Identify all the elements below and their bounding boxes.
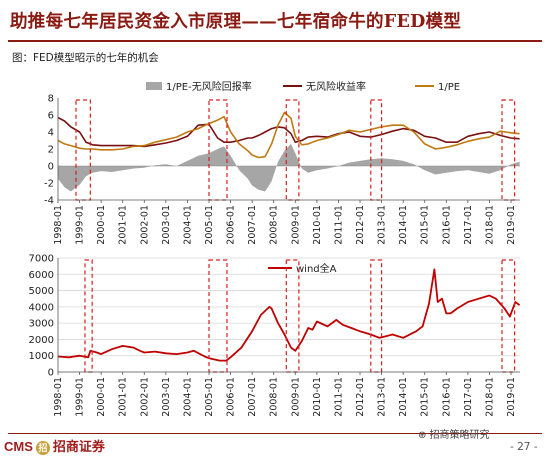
x-tick-label-9: 2007-01	[247, 205, 258, 245]
x-tick-label-12: 2010-01	[312, 377, 323, 417]
highlight-period-4	[501, 259, 516, 373]
y-tick-label-0: -4	[44, 196, 54, 207]
company-logo: CMS 招招商证券	[4, 436, 105, 455]
x-tick-label-0: 1998-01	[53, 205, 64, 245]
series-area-spread	[58, 143, 520, 192]
legend-label-pe: 1/PE	[438, 82, 460, 93]
x-tick-label-4: 2002-01	[139, 377, 150, 417]
x-tick-label-5: 2003-01	[161, 205, 172, 245]
x-tick-label-6: 2004-01	[182, 205, 193, 245]
x-tick-label-4: 2002-01	[139, 205, 150, 245]
x-tick-label-8: 2006-01	[226, 377, 237, 417]
highlight-period-1	[208, 259, 228, 373]
x-tick-label-5: 2003-01	[161, 377, 172, 417]
x-tick-label-3: 2001-01	[118, 205, 129, 245]
y-tick-label-7: 7000	[29, 254, 54, 265]
company-name: 招商证券	[52, 439, 105, 454]
bottom-chart-legend: wind全A	[268, 262, 337, 275]
legend-label-risk-free: 无风险收益率	[306, 80, 366, 93]
x-tick-label-13: 2011-01	[333, 377, 344, 417]
x-tick-label-2: 2000-01	[96, 205, 107, 245]
x-tick-label-14: 2012-01	[355, 205, 366, 245]
y-tick-label-6: 8	[48, 94, 54, 105]
x-tick-label-15: 2013-01	[377, 205, 388, 245]
legend-label-wind-a: wind全A	[296, 262, 337, 275]
x-tick-label-13: 2011-01	[333, 205, 344, 245]
x-tick-label-0: 1998-01	[53, 377, 64, 417]
x-tick-label-16: 2014-01	[398, 377, 409, 417]
page-title: 助推每七年居民资金入市原理——七年宿命牛的FED模型	[10, 12, 462, 32]
x-tick-label-19: 2017-01	[463, 377, 474, 417]
y-tick-label-4: 4000	[29, 302, 54, 313]
highlight-period-3	[370, 259, 383, 373]
x-tick-label-16: 2014-01	[398, 205, 409, 245]
wechat-watermark: ⊕ 招商策略研究	[418, 430, 490, 441]
highlight-period-2	[285, 99, 300, 201]
y-tick-label-0: 0	[48, 368, 54, 379]
title-divider	[8, 40, 542, 42]
x-tick-label-8: 2006-01	[226, 205, 237, 245]
x-tick-label-10: 2008-01	[269, 205, 280, 245]
wind-all-a-chart: wind全A 0 1000 2000 3000 4000 5000 6000 7000 1998…	[29, 254, 521, 417]
x-tick-label-6: 2004-01	[182, 377, 193, 417]
x-tick-label-1: 1999-01	[75, 377, 86, 417]
x-tick-label-17: 2015-01	[420, 377, 431, 417]
x-tick-label-14: 2012-01	[355, 377, 366, 417]
y-tick-label-1: -2	[44, 179, 54, 190]
series-line-0	[57, 268, 521, 362]
x-tick-label-11: 2009-01	[290, 377, 301, 417]
series-line-1	[57, 116, 520, 148]
y-tick-label-6: 6000	[29, 270, 54, 281]
x-tick-label-3: 2001-01	[118, 377, 129, 417]
highlight-period-4	[501, 99, 516, 201]
x-tick-label-12: 2010-01	[312, 205, 323, 245]
footer-divider	[8, 433, 542, 434]
x-tick-label-21: 2019-01	[506, 205, 517, 245]
fed-model-chart: 1/PE-无风险回报率 无风险收益率 1/PE -4 -2 0 2 4 6 8 1998-01…	[44, 80, 520, 245]
highlight-period-2	[285, 259, 300, 373]
y-tick-label-2: 0	[48, 162, 54, 173]
logo-text: CMS	[4, 439, 33, 454]
wechat-account: 招商策略研究	[429, 430, 490, 441]
y-tick-label-5: 5000	[29, 286, 54, 297]
x-tick-label-19: 2017-01	[463, 205, 474, 245]
x-tick-label-17: 2015-01	[420, 205, 431, 245]
y-tick-label-3: 3000	[29, 319, 54, 330]
page-number: - 27 -	[510, 441, 538, 453]
x-tick-label-1: 1999-01	[75, 205, 86, 245]
x-tick-label-21: 2019-01	[506, 377, 517, 417]
x-tick-label-7: 2005-01	[204, 205, 215, 245]
series-line-2	[57, 111, 520, 159]
x-tick-label-18: 2016-01	[441, 377, 452, 417]
x-tick-label-20: 2018-01	[484, 205, 495, 245]
legend-swatch-spread	[146, 82, 162, 90]
x-tick-label-20: 2018-01	[484, 377, 495, 417]
y-tick-label-3: 2	[48, 145, 54, 156]
x-tick-label-10: 2008-01	[269, 377, 280, 417]
y-tick-label-2: 2000	[29, 335, 54, 346]
highlight-period-3	[370, 99, 383, 201]
x-tick-label-18: 2016-01	[441, 205, 452, 245]
x-tick-label-9: 2007-01	[247, 377, 258, 417]
x-tick-label-15: 2013-01	[377, 377, 388, 417]
x-tick-label-7: 2005-01	[204, 377, 215, 417]
y-tick-label-1: 1000	[29, 351, 54, 362]
top-chart-legend: 1/PE-无风险回报率 无风险收益率 1/PE	[146, 80, 460, 93]
legend-label-spread: 1/PE-无风险回报率	[166, 80, 252, 93]
logo-mark-icon: 招	[35, 440, 50, 455]
y-tick-label-5: 6	[48, 111, 54, 122]
x-tick-label-11: 2009-01	[290, 205, 301, 245]
y-tick-label-4: 4	[48, 128, 54, 139]
x-tick-label-2: 2000-01	[96, 377, 107, 417]
figure-caption: 图：FED模型昭示的七年的机会	[12, 52, 159, 64]
